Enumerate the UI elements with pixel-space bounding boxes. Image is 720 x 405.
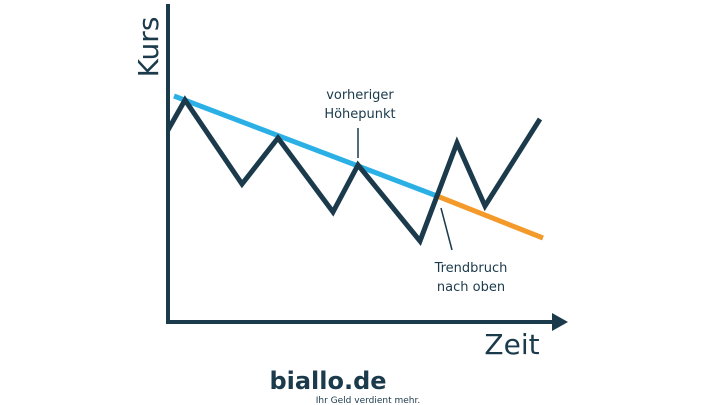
tagline: Ihr Geld verdient mehr.	[316, 396, 421, 405]
logo: biallo.de	[269, 367, 386, 395]
annotation: nach oben	[437, 280, 505, 295]
annotation: Trendbruch	[434, 261, 508, 276]
price-line	[165, 95, 543, 246]
x-axis-arrow	[552, 313, 568, 331]
annotation: vorheriger	[326, 88, 394, 103]
trend-line	[173, 93, 438, 199]
x-axis-label: Zeit	[484, 328, 539, 361]
pointer	[440, 207, 453, 251]
annotation: Höhepunkt	[324, 107, 395, 122]
trend-continuation	[436, 193, 544, 241]
y-axis-label: Kurs	[132, 17, 165, 78]
